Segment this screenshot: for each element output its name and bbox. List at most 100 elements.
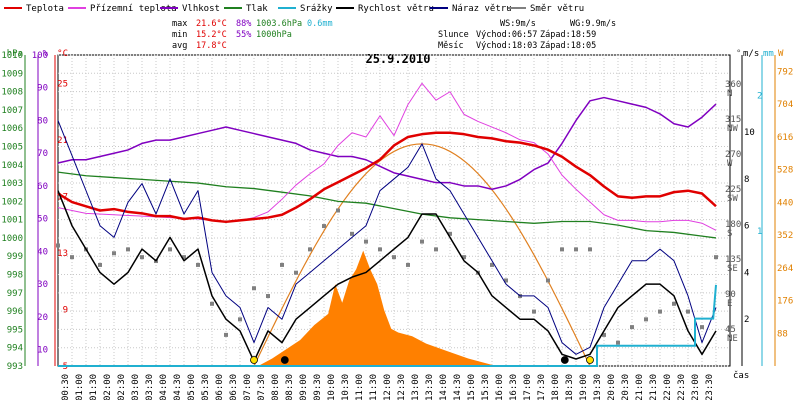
left-axes: hPa1010100910081007100610051004100310021… [1, 49, 68, 372]
ms-tick-3: 4 [744, 268, 749, 278]
x-tick-14: 07:30 [257, 374, 267, 400]
x-tick-43: 22:00 [663, 374, 673, 400]
humidity-line [57, 96, 717, 190]
hpa-tick-13: 997 [7, 289, 23, 299]
hpa-tick-16: 994 [7, 344, 23, 354]
wm2-axis-unit: W [778, 49, 784, 59]
x-axis: 00:30 01:00 01:30 02:00 02:30 03:00 03:30 04:00… [61, 370, 749, 400]
stat-max-hum: 88% [236, 19, 251, 29]
pct-tick-5: 50 [37, 215, 48, 225]
wind-direction-point-23 [378, 247, 382, 252]
pct-tick-8: 20 [37, 313, 48, 323]
wind-direction-point-43 [658, 309, 662, 314]
x-tick-31: 16:00 [495, 374, 505, 400]
hpa-tick-10: 1000 [1, 234, 23, 244]
x-tick-6: 03:30 [145, 374, 155, 400]
moon-marker-1 [280, 356, 289, 364]
hpa-tick-17: 993 [7, 362, 23, 372]
x-tick-8: 04:30 [173, 374, 183, 400]
x-tick-24: 12:30 [397, 374, 407, 400]
wm2-tick-8: 88 [777, 329, 788, 339]
x-tick-4: 02:30 [117, 374, 127, 400]
deg-dir-3: SW [727, 194, 738, 204]
moonrise-time: Východ:18:03 [476, 41, 537, 51]
wind-direction-point-39 [602, 332, 606, 337]
pressure-line [57, 171, 717, 239]
wind-direction-point-17 [294, 270, 298, 275]
mm-axis-unit: mm [763, 49, 774, 59]
deg-tick-0: 360 [725, 80, 741, 90]
hpa-tick-6: 1004 [1, 161, 23, 171]
sunset-time: Západ:18:59 [540, 30, 596, 40]
x-tick-13: 07:00 [243, 374, 253, 400]
x-tick-18: 09:30 [313, 374, 323, 400]
wind-direction-point-45 [686, 309, 690, 314]
wind-direction-point-35 [546, 278, 550, 283]
x-tick-35: 18:00 [551, 374, 561, 400]
legend-label-7: Směr větru [530, 4, 584, 14]
sunrise-marker-0 [250, 356, 258, 364]
wind-gust-info: WG:9.9m/s [570, 19, 616, 29]
deg-dir-1: NW [727, 124, 738, 134]
x-tick-17: 09:00 [299, 374, 309, 400]
wind-direction-point-10 [196, 262, 200, 267]
wind-direction-point-3 [98, 262, 102, 267]
wind-direction-point-28 [448, 231, 452, 236]
wind-direction-point-44 [672, 301, 676, 306]
hpa-tick-1: 1009 [1, 69, 23, 79]
x-tick-26: 13:30 [425, 374, 435, 400]
hpa-tick-9: 1001 [1, 216, 23, 226]
x-tick-11: 06:00 [215, 374, 225, 400]
stat-min-hum: 55% [236, 30, 251, 40]
rain-line [58, 284, 717, 367]
wind-direction-point-29 [462, 255, 466, 260]
hpa-tick-12: 998 [7, 271, 23, 281]
deg-dir-5: SE [727, 264, 738, 274]
plot-area [56, 82, 718, 367]
stats-block: max 21.6°C 88% 1003.6hPa 0.6mm min 15.2°… [172, 19, 616, 51]
wm2-tick-7: 176 [777, 297, 793, 307]
deg-tick-4: 180 [725, 220, 741, 230]
stat-max-temp: 21.6°C [196, 19, 227, 29]
wind-direction-point-15 [266, 294, 270, 299]
x-tick-22: 11:30 [369, 374, 379, 400]
wind-direction-point-19 [322, 224, 326, 229]
stat-avg-label: avg [172, 41, 187, 51]
x-tick-0: 00:30 [61, 374, 71, 400]
wind-direction-point-0 [56, 243, 60, 248]
sun-label: Slunce [438, 30, 469, 40]
pct-tick-6: 40 [37, 247, 48, 257]
pct-tick-9: 10 [37, 346, 48, 356]
wind-direction-point-12 [224, 332, 228, 337]
wind-direction-point-20 [336, 208, 340, 213]
wm2-tick-6: 264 [777, 264, 793, 274]
stat-max-press: 1003.6hPa [256, 19, 302, 29]
sunrise-time: Východ:06:57 [476, 30, 537, 40]
x-tick-39: 20:00 [607, 374, 617, 400]
x-tick-32: 16:30 [509, 374, 519, 400]
degc-tick-0: 25 [57, 79, 68, 89]
legend-label-4: Srážky [300, 4, 333, 14]
mm-tick-0: 2 [757, 92, 762, 102]
stat-max-rain: 0.6mm [307, 19, 333, 29]
solar-area [163, 250, 497, 366]
x-tick-27: 14:00 [439, 374, 449, 400]
x-tick-7: 04:00 [159, 374, 169, 400]
deg-dir-2: W [727, 159, 733, 169]
legend-label-1: Přízemní teplota [90, 4, 177, 14]
x-tick-30: 15:30 [481, 374, 491, 400]
x-tick-12: 06:30 [229, 374, 239, 400]
x-tick-46: 23:30 [705, 374, 715, 400]
wind-direction-point-21 [350, 231, 354, 236]
wm2-tick-1: 704 [777, 100, 793, 110]
x-tick-15: 08:00 [271, 374, 281, 400]
wind-direction-point-37 [574, 247, 578, 252]
wind-direction-point-16 [280, 262, 284, 267]
deg-tick-5: 135 [725, 255, 741, 265]
hpa-tick-4: 1006 [1, 124, 23, 134]
wind-direction-point-36 [560, 247, 564, 252]
hpa-tick-11: 999 [7, 252, 23, 262]
degc-tick-3: 13 [57, 249, 68, 259]
right-axes: °360N315NW270W225SW180S135SE90E45NEm/s10… [725, 49, 793, 366]
ms-tick-2: 6 [744, 222, 749, 232]
